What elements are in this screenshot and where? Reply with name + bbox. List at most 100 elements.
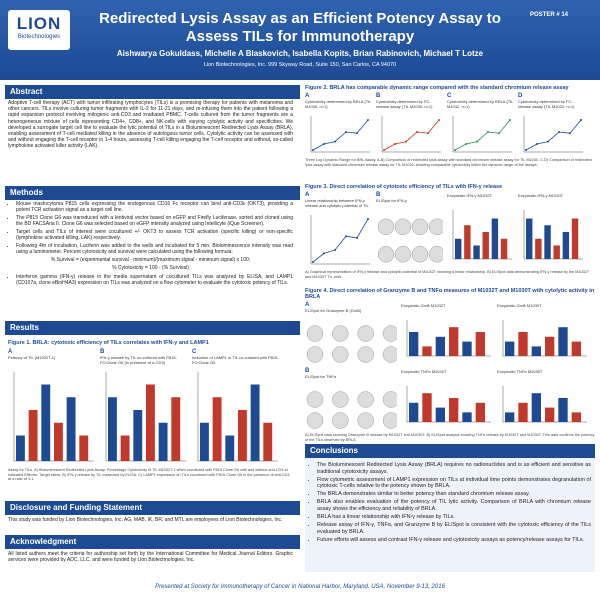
panel-title: ELISpot for IFN-γ xyxy=(376,198,407,203)
panel-title: Enzymatic IFN-γ M1030T xyxy=(518,193,564,198)
dot xyxy=(525,149,527,151)
bar-shape xyxy=(526,218,533,259)
panel: B ELISpot for TNFα xyxy=(305,368,397,431)
panel: Enzymatic GrzB M1030T xyxy=(497,303,589,365)
section-heading: Results xyxy=(5,321,300,335)
dot xyxy=(312,149,314,151)
well xyxy=(306,346,324,363)
well xyxy=(411,246,429,263)
well xyxy=(382,412,397,429)
dot xyxy=(345,131,347,133)
panel: B ELISpot for IFN-γ xyxy=(376,192,443,268)
bar-shape xyxy=(16,435,25,461)
poster-number: POSTER # 14 xyxy=(530,12,569,18)
logo: LION Biotechnologies xyxy=(8,10,70,50)
footer: Presented at Society for Immunotherapy o… xyxy=(155,584,445,590)
dot xyxy=(569,132,571,135)
bar-shape xyxy=(422,393,432,422)
dot xyxy=(356,132,358,135)
figure: Figure 1. BRLA: cytotoxic efficiency of … xyxy=(8,340,293,482)
panel-title: Cytotoxicity determined by FC-release as… xyxy=(518,99,575,109)
panel-graphic xyxy=(523,116,583,153)
figure-panels: A Linear relationship between IFN-γ relea… xyxy=(305,192,595,268)
bar-shape xyxy=(531,393,541,422)
bar-shape xyxy=(518,402,528,422)
well xyxy=(332,412,349,429)
panel: D Cytotoxicity determined by FC-release a… xyxy=(518,93,585,156)
section-heading: Acknowledgment xyxy=(5,535,300,549)
panel-label: A xyxy=(305,192,310,198)
well xyxy=(382,391,397,408)
bar-shape xyxy=(146,384,155,461)
dot xyxy=(476,140,478,143)
bar-shape xyxy=(462,341,472,356)
dot xyxy=(394,143,396,145)
curve xyxy=(454,119,511,151)
bar-shape xyxy=(545,336,555,356)
bar-shape xyxy=(531,346,541,356)
panel-label: A xyxy=(8,349,13,355)
panel: Enzymatic TNFα M1030T xyxy=(497,369,589,431)
bar-shape xyxy=(505,412,515,422)
panel-title: Cytotoxicity determined by BRLA (TIL M10… xyxy=(305,99,372,109)
bar-shape xyxy=(482,232,489,259)
section-heading: Abstract xyxy=(5,85,300,99)
panel-title: IFN-γ release by TIL co-cultured with P8… xyxy=(100,355,177,365)
panel-graphic xyxy=(406,386,491,423)
header: LION Biotechnologies Redirected Lysis Ass… xyxy=(0,0,600,80)
dot xyxy=(487,131,489,133)
panel-title: Enzymatic IFN-γ M1032T xyxy=(447,193,493,198)
well xyxy=(377,246,395,263)
panel: A ELISpot for Granzyme B (GrzB) xyxy=(305,302,397,365)
panel: Enzymatic GrzB M1032T xyxy=(401,303,493,365)
figure-panels: A ELISpot for Granzyme B (GrzB) Enzymatic … xyxy=(305,302,595,431)
bullet: The BRLA demonstrates similar to better … xyxy=(317,491,591,498)
dot xyxy=(334,140,336,143)
panel: Enzymatic TNFα M1032T xyxy=(401,369,493,431)
panel-graphic xyxy=(105,372,186,462)
bar-shape xyxy=(535,238,542,259)
bar-shape xyxy=(562,232,570,259)
bullet: Target cells and TILs of interest were c… xyxy=(16,229,293,241)
panel-label: D xyxy=(518,93,523,99)
methods-body: Mouse mastocytoma P815 cells expressing … xyxy=(8,201,293,287)
bar-shape xyxy=(435,407,445,422)
panel: B Cytotoxicity determined by FC-release a… xyxy=(376,93,443,156)
well xyxy=(382,325,397,342)
bar-shape xyxy=(500,238,508,259)
bar-shape xyxy=(473,245,480,259)
panel-graphic xyxy=(197,372,278,462)
panel-title: Cytotoxicity determined by FC-release as… xyxy=(376,99,433,109)
panel-graphic xyxy=(381,116,441,153)
panel-graphic xyxy=(13,372,94,462)
bar-shape xyxy=(475,402,485,422)
panel-graphic xyxy=(310,116,370,153)
panel-label: C xyxy=(447,93,452,99)
bar-shape xyxy=(544,225,551,259)
section-heading: Methods xyxy=(5,186,300,200)
panel-title: ELISpot for Granzyme B (GrzB) xyxy=(305,308,362,313)
bar-shape xyxy=(571,341,581,356)
dot xyxy=(498,132,500,135)
figure: Figure 3. Direct correlation of cytotoxi… xyxy=(305,184,595,279)
bar-shape xyxy=(263,422,273,461)
well xyxy=(306,412,324,429)
figure-caption: A) ELISpot data showing Granzyme B relea… xyxy=(305,433,595,442)
well xyxy=(357,346,374,363)
bar-shape xyxy=(449,398,459,422)
bar-shape xyxy=(505,341,515,356)
curve xyxy=(383,119,440,151)
well xyxy=(394,246,412,263)
dot xyxy=(438,119,440,121)
bar-shape xyxy=(571,412,581,422)
conclusions-list: The Bioluminescent Redirected Lysis Assa… xyxy=(309,462,591,544)
well xyxy=(357,391,374,408)
bullet: Release assay of IFN-γ, TNFα, and Granzy… xyxy=(317,522,591,535)
panel: A Cytotoxicity determined by BRLA (TIL M1… xyxy=(305,93,372,156)
figure: Figure 4. Direct correlation of Granzyme… xyxy=(305,288,595,442)
dot xyxy=(367,218,369,220)
bar-shape xyxy=(108,397,117,461)
well xyxy=(306,325,324,342)
bar-shape xyxy=(200,422,209,461)
panel: A Linear relationship between IFN-γ relea… xyxy=(305,192,372,268)
